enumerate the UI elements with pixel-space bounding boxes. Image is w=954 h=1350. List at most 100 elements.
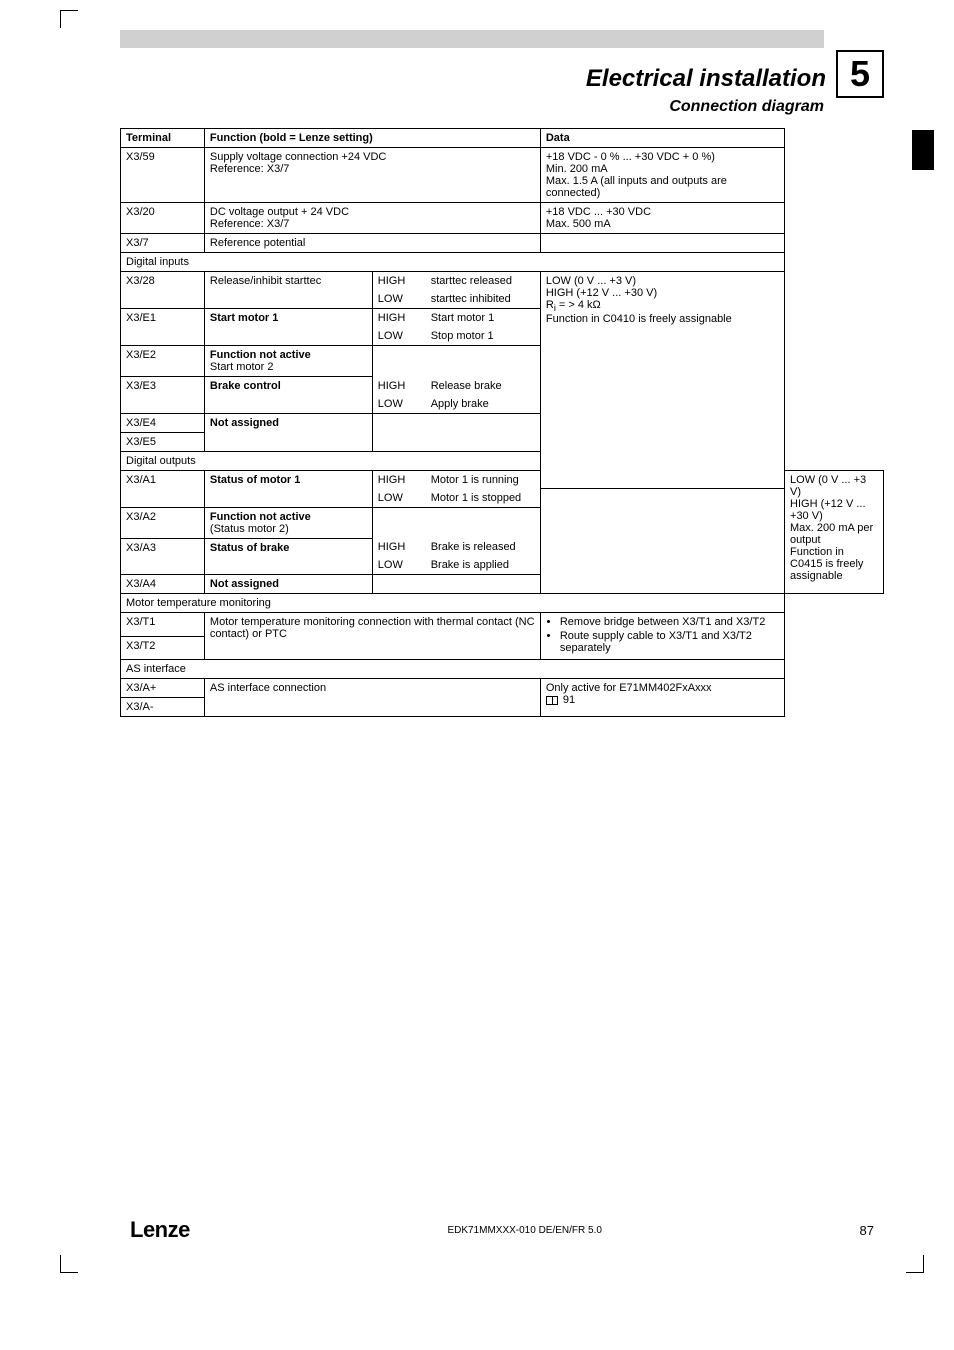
terminal-cell: X3/E4 [121,413,205,432]
section-header: Digital inputs [121,253,884,272]
function-cell: Motor temperature monitoring connection … [204,613,540,660]
level-cell: HIGH [372,272,425,291]
table-row: X3/7 Reference potential [121,234,884,253]
level-text: Release brake [426,377,541,395]
level-cell: HIGH [372,470,425,489]
footer-page-number: 87 [860,1223,874,1238]
function-cell: AS interface connection [204,679,540,717]
terminal-cell: X3/7 [121,234,205,253]
level-text: starttec released [426,272,541,291]
empty-cell [372,346,540,377]
level-text: Start motor 1 [426,309,541,328]
level-cell: LOW [372,489,425,508]
side-index-tab [912,130,934,170]
data-line: Function in C0415 is freely assignable [790,546,878,582]
data-cell: Remove bridge between X3/T1 and X3/T2 Ro… [540,613,784,660]
terminal-cell: X3/A4 [121,575,205,594]
terminal-cell: X3/E5 [121,432,205,451]
function-cell: Status of motor 1 [204,470,372,507]
empty-cell [372,575,540,594]
table-row: X3/A+ AS interface connection Only activ… [121,679,884,698]
terminal-cell: X3/59 [121,148,205,203]
terminal-cell: X3/T2 [121,636,205,660]
footer: Lenze EDK71MMXXX-010 DE/EN/FR 5.0 87 [120,1217,884,1243]
function-cell: Function not activeStart motor 2 [204,346,372,377]
function-cell: Function not active(Status motor 2) [204,507,372,538]
terminal-cell: X3/A1 [121,470,205,507]
function-cell [204,432,372,451]
level-text: Brake is applied [426,556,541,575]
level-cell: LOW [372,290,425,309]
table-row: X3/T1 Motor temperature monitoring conne… [121,613,884,637]
book-icon [546,696,558,705]
function-cell: Release/inhibit starttec [204,272,372,309]
level-cell: HIGH [372,309,425,328]
level-cell: LOW [372,327,425,346]
level-text: Apply brake [426,395,541,414]
level-text: starttec inhibited [426,290,541,309]
data-cell: LOW (0 V ... +3 V) HIGH (+12 V ... +30 V… [785,470,884,594]
table-row: X3/28 Release/inhibit starttec HIGH star… [121,272,884,291]
footer-doc-id: EDK71MMXXX-010 DE/EN/FR 5.0 [447,1225,602,1236]
crop-mark [60,1255,78,1273]
data-line: Function in C0410 is freely assignable [546,313,779,325]
terminal-cell: X3/A3 [121,538,205,575]
terminal-cell: X3/E1 [121,309,205,346]
terminal-cell: X3/A- [121,698,205,717]
data-cell: Only active for E71MM402FxAxxx 91 [540,679,784,717]
data-line: LOW (0 V ... +3 V) [790,474,878,498]
level-cell: HIGH [372,538,425,556]
data-line: Only active for E71MM402FxAxxx [546,682,779,694]
level-text: Motor 1 is running [426,470,541,489]
empty-cell [372,507,540,538]
table-row: X3/A3 Status of brake HIGH Brake is rele… [121,538,884,556]
section-label: Digital inputs [121,253,785,272]
empty-cell [372,413,540,451]
terminal-cell: X3/20 [121,203,205,234]
terminal-cell: X3/A2 [121,507,205,538]
function-cell: DC voltage output + 24 VDC Reference: X3… [204,203,540,234]
connection-table: Terminal Function (bold = Lenze setting)… [120,128,884,717]
header-row: Electrical installation 5 [120,50,884,98]
header-subtitle: Connection diagram [120,98,824,116]
terminal-cell: X3/28 [121,272,205,309]
level-text: Stop motor 1 [426,327,541,346]
data-cell [540,234,784,253]
section-header: Digital outputs [121,451,884,470]
terminal-cell: X3/T1 [121,613,205,637]
terminal-cell: X3/E3 [121,377,205,414]
function-cell: Start motor 1 [204,309,372,346]
terminal-cell: X3/A+ [121,679,205,698]
data-line: Ri = > 4 kΩ [546,299,779,313]
section-header: Motor temperature monitoring [121,594,884,613]
table-row: X3/A4 Not assigned [121,575,884,594]
header-title: Electrical installation [586,65,826,93]
function-cell: Reference potential [204,234,540,253]
function-cell: Not assigned [204,413,372,432]
crop-mark [60,10,78,28]
bullet-item: Remove bridge between X3/T1 and X3/T2 [560,616,779,628]
level-cell: LOW [372,556,425,575]
level-cell: LOW [372,395,425,414]
table-row: X3/A2 Function not active(Status motor 2… [121,507,884,538]
data-cell: +18 VDC ... +30 VDC Max. 500 mA [540,203,784,234]
data-line: LOW (0 V ... +3 V) [546,275,779,287]
header-number-box: 5 [836,50,884,98]
data-line: Max. 200 mA per output [790,522,878,546]
function-cell: Supply voltage connection +24 VDC Refere… [204,148,540,203]
terminal-cell: X3/E2 [121,346,205,377]
logo: Lenze [130,1217,190,1243]
section-label: Digital outputs [121,451,785,470]
table-row: X3/20 DC voltage output + 24 VDC Referen… [121,203,884,234]
table-row: X3/59 Supply voltage connection +24 VDC … [121,148,884,203]
col-data: Data [540,129,784,148]
header-bar [120,30,824,48]
col-terminal: Terminal [121,129,205,148]
data-cell: +18 VDC - 0 % ... +30 VDC + 0 %) Min. 20… [540,148,784,203]
function-cell: Brake control [204,377,372,414]
section-label: Motor temperature monitoring [121,594,785,613]
level-cell: HIGH [372,377,425,395]
function-cell: Not assigned [204,575,372,594]
data-line: HIGH (+12 V ... +30 V) [546,287,779,299]
bullet-item: Route supply cable to X3/T1 and X3/T2 se… [560,630,779,654]
